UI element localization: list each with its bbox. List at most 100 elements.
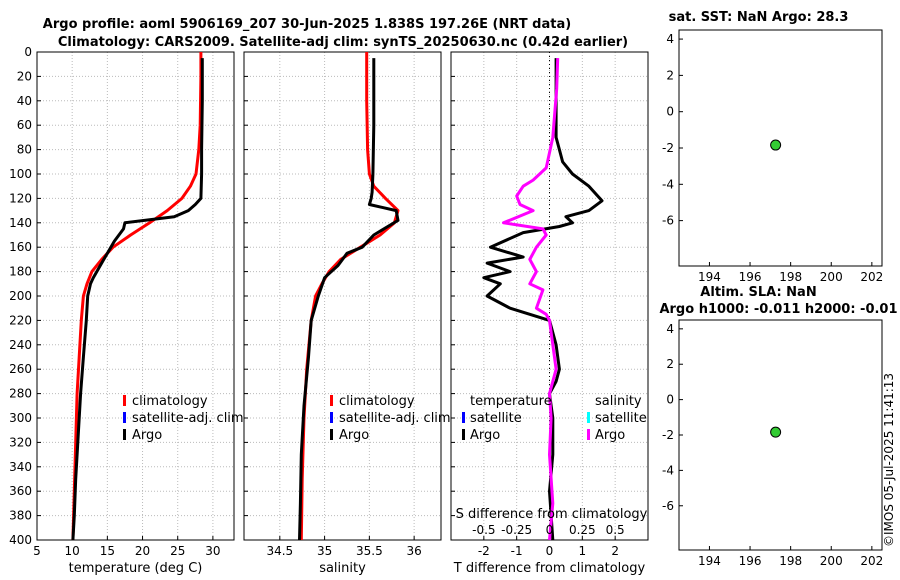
series-line-s-argo: [502, 58, 560, 541]
x-tick-label: 36: [406, 544, 421, 558]
x-tick-label: 200: [820, 554, 843, 568]
y-tick-label: 180: [9, 265, 32, 279]
y-tick-label: 2: [666, 357, 674, 371]
x-axis-label: temperature (deg C): [69, 561, 203, 576]
panel-title: sat. SST: NaN Argo: 28.3: [669, 10, 849, 25]
legend-label: satellite: [470, 411, 522, 426]
y-tick-label: 20: [17, 69, 32, 83]
s-tick-label: 0.25: [569, 523, 596, 537]
y-tick-label: -2: [662, 141, 674, 155]
legend-label: satellite-adj. clim: [339, 411, 451, 426]
s-axis-label: S difference from climatology: [456, 507, 648, 522]
y-tick-label: 260: [9, 362, 32, 376]
axes-box: [678, 319, 883, 551]
legend-label: Argo: [470, 428, 500, 443]
legend-title-temperature: temperature: [470, 394, 552, 409]
panel-sst: 194 196 198 200 202 4 2 0 -2 -4 -6 sat. SST: NaN Ar…: [662, 10, 883, 284]
y-tick-label: 2: [666, 68, 674, 82]
y-tick-label: 0: [24, 45, 32, 59]
legend-label: Argo: [132, 428, 162, 443]
s-tick-label: 0: [546, 523, 554, 537]
legend-swatch: [123, 429, 126, 440]
s-tick-label: 0.5: [606, 523, 625, 537]
y-tick-label: -6: [662, 214, 674, 228]
y-tick-label: 100: [9, 167, 32, 181]
x-tick-label: 30: [205, 544, 220, 558]
legend-label: Argo: [339, 428, 369, 443]
x-tick-label: 35.5: [356, 544, 383, 558]
axes-box: [36, 51, 235, 541]
x-tick-label: 15: [100, 544, 115, 558]
y-tick-label: -4: [662, 177, 674, 191]
axes-box: [678, 29, 883, 267]
x-tick-label: -2: [478, 544, 490, 558]
x-tick-label: 35: [317, 544, 332, 558]
y-tick-label: -6: [662, 499, 674, 513]
y-tick-label: 0: [666, 105, 674, 119]
legend-swatch: [330, 412, 333, 423]
x-axis-label: T difference from climatology: [453, 561, 646, 576]
legend-label: satellite: [595, 411, 647, 426]
y-tick-label: 200: [9, 289, 32, 303]
y-tick-label: 320: [9, 435, 32, 449]
panel-difference: -2 -1 0 1 2 T difference from climatology temp…: [450, 51, 649, 576]
x-tick-label: 202: [860, 270, 883, 284]
y-tick-label: 240: [9, 338, 32, 352]
y-tick-label: 340: [9, 460, 32, 474]
y-tick-label: 360: [9, 484, 32, 498]
x-tick-label: 34.5: [266, 544, 293, 558]
y-tick-label: 380: [9, 509, 32, 523]
y-tick-label: 4: [666, 32, 674, 46]
y-tick-label: 300: [9, 411, 32, 425]
series-line-climatology: [71, 52, 203, 541]
y-tick-label: 80: [17, 143, 32, 157]
legend-swatch: [123, 412, 126, 423]
header-line2: Climatology: CARS2009. Satellite-adj cli…: [58, 35, 628, 50]
y-tick-label: 280: [9, 387, 32, 401]
legend-label: climatology: [132, 394, 208, 409]
y-tick-label: 140: [9, 216, 32, 230]
header-line1: Argo profile: aoml 5906169_207 30-Jun-20…: [43, 17, 571, 32]
data-point: [770, 426, 782, 438]
x-tick-label: 2: [611, 544, 619, 558]
x-tick-label: 20: [135, 544, 150, 558]
x-tick-label: 25: [170, 544, 185, 558]
y-tick-label: 400: [9, 533, 32, 547]
legend-swatch: [123, 395, 126, 406]
panel-salinity: 34.5 35 35.5 36 salinity climatology satellite…: [243, 51, 451, 576]
y-tick-label: 40: [17, 94, 32, 108]
x-tick-label: 198: [779, 554, 802, 568]
x-tick-label: 200: [820, 270, 843, 284]
legend-label: Argo: [595, 428, 625, 443]
y-tick-label: 0: [666, 393, 674, 407]
series-line-argo: [298, 58, 400, 541]
y-tick-label: -2: [662, 428, 674, 442]
legend-swatch: [462, 412, 465, 423]
legend-swatch: [330, 429, 333, 440]
legend-label: climatology: [339, 394, 415, 409]
panel-temperature: 5 10 15 20 25 3002040608010012014016018020022…: [9, 45, 244, 576]
data-point: [770, 139, 782, 151]
panel-sla: 194 196 198 200 202 4 2 0 -2 -4 -6 Altim. SLA: NaN A…: [659, 285, 897, 568]
x-tick-label: 5: [33, 544, 41, 558]
x-axis-label: salinity: [319, 561, 366, 576]
series-line-t-argo: [482, 58, 604, 541]
panel-subtitle: Argo h1000: -0.011 h2000: -0.01: [659, 302, 897, 317]
legend-swatch: [330, 395, 333, 406]
y-tick-label: 220: [9, 313, 32, 327]
axes-box: [243, 51, 442, 541]
y-tick-label: 120: [9, 191, 32, 205]
x-tick-label: -1: [511, 544, 523, 558]
x-tick-label: 194: [698, 270, 721, 284]
legend-title-salinity: salinity: [595, 394, 642, 409]
s-tick-label: -0.5: [472, 523, 495, 537]
timestamp: ©IMOS 05-Jul-2025 11:41:13: [882, 373, 896, 547]
legend-swatch: [587, 412, 590, 423]
y-tick-label: 160: [9, 240, 32, 254]
x-tick-label: 198: [779, 270, 802, 284]
legend-swatch: [462, 429, 465, 440]
x-tick-label: 1: [579, 544, 587, 558]
x-tick-label: 194: [698, 554, 721, 568]
legend-label: satellite-adj. clim: [132, 411, 244, 426]
